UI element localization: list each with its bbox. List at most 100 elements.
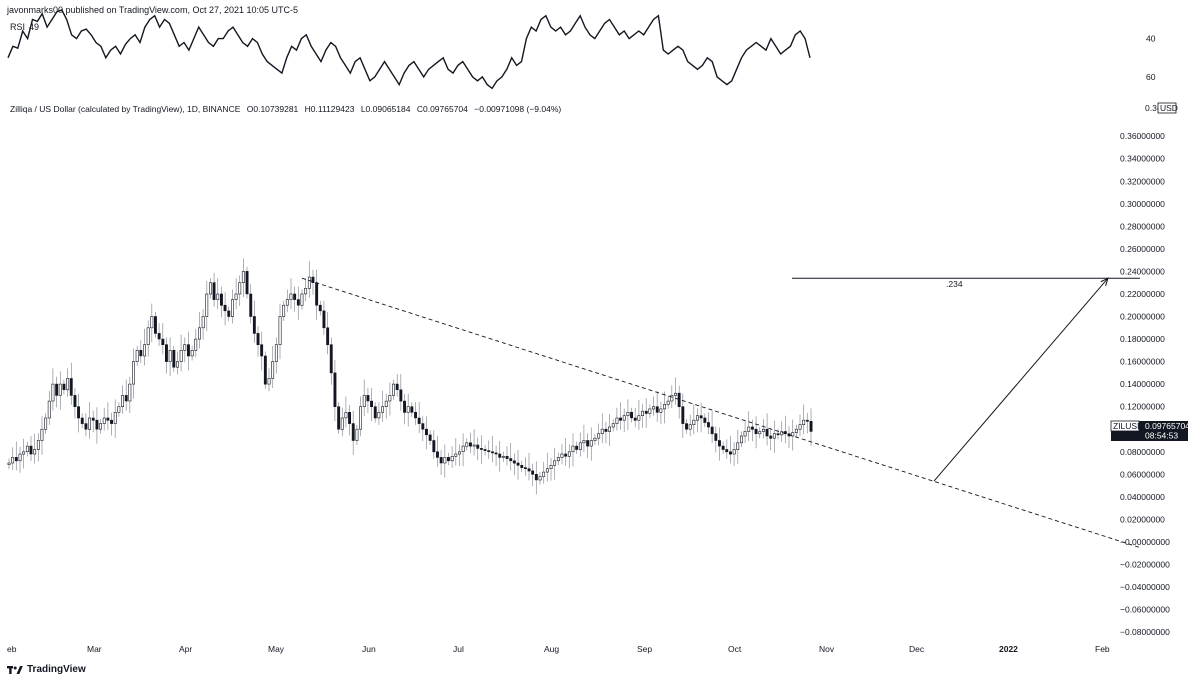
candle (289, 278, 293, 310)
candle (194, 328, 198, 358)
candle-body (241, 271, 245, 283)
candle (260, 331, 264, 371)
candle-body (36, 440, 40, 450)
candle-body (29, 445, 33, 455)
candle (608, 414, 612, 446)
rsi-name: RSI (10, 22, 26, 32)
candle-body (355, 428, 359, 441)
projection-arrow[interactable] (933, 277, 1109, 482)
candle (205, 281, 209, 331)
candle-body (263, 355, 267, 385)
legend-symbol: Zilliqa / US Dollar (calculated by Tradi… (10, 104, 241, 114)
candle (348, 405, 351, 436)
currency-badge[interactable] (1157, 102, 1177, 114)
candle (322, 300, 326, 335)
time-tick-label: Apr (179, 644, 192, 654)
time-tick-label: Aug (544, 644, 559, 654)
candle-body (271, 361, 275, 379)
candle (538, 472, 542, 485)
candle (692, 404, 696, 435)
legend-high: H0.11129423 (304, 104, 355, 114)
candle (36, 433, 40, 462)
candle-body (395, 383, 399, 391)
candle-body (249, 293, 253, 317)
candle-body (285, 299, 289, 306)
candle-body (124, 395, 128, 402)
candle (479, 435, 483, 464)
candle (124, 379, 128, 411)
price-tick-label: 0.22000000 (1120, 289, 1165, 299)
candle (468, 432, 472, 454)
candle-body (487, 450, 491, 453)
descending-trendline[interactable] (301, 277, 1141, 549)
legend-change: −0.00971098 (−9.04%) (474, 104, 562, 114)
candle (703, 413, 707, 427)
candle (685, 419, 689, 434)
candle (414, 402, 417, 425)
candle (461, 433, 465, 467)
candle (139, 340, 143, 363)
price-tick-label: 0.14000000 (1120, 379, 1165, 389)
tradingview-logo[interactable]: TradingView (7, 664, 86, 675)
candle (421, 416, 425, 442)
price-tick-label: 0.12000000 (1120, 402, 1165, 412)
candle (765, 413, 769, 446)
candle (721, 441, 725, 454)
candle-body (692, 419, 696, 426)
candle-body (296, 299, 300, 306)
candle-body (58, 383, 62, 396)
candle-body (88, 417, 92, 430)
candle (666, 396, 670, 409)
time-axis[interactable]: eb Mar Apr May Jun Jul Aug Sep Oct Nov Dec 2022 Feb (7, 644, 1110, 654)
candle (527, 452, 531, 481)
candle-body (337, 406, 341, 430)
price-axis[interactable]: 0.36000000 0.34000000 0.32000000 0.30000000… (1120, 131, 1170, 637)
candle-body (659, 408, 663, 413)
candle-body (575, 445, 579, 450)
candle (69, 362, 73, 405)
candle-body (238, 282, 242, 295)
candle (403, 393, 406, 425)
candle (483, 445, 487, 456)
candle (359, 396, 362, 437)
candle-body (780, 431, 784, 436)
candle (589, 427, 593, 461)
candle-body (150, 316, 154, 329)
candle-body (758, 431, 762, 435)
candle (337, 402, 341, 434)
candle-body (666, 400, 670, 405)
candle (11, 447, 15, 470)
candle (318, 300, 322, 316)
price-tick-label: 0.02000000 (1120, 514, 1165, 524)
candle (91, 410, 95, 433)
candle-body (55, 383, 59, 396)
candle-body (62, 383, 66, 391)
candle (231, 289, 234, 324)
candle-body (388, 395, 392, 402)
candle-body (706, 422, 710, 428)
candle-body (267, 378, 271, 385)
candle (285, 289, 289, 313)
candle-body (77, 406, 81, 419)
candle-body (414, 411, 417, 419)
currency-label[interactable]: USD (1160, 103, 1178, 113)
candle-body (300, 293, 304, 306)
candle-body (344, 411, 348, 419)
candle-body (47, 400, 51, 419)
projection-arrowhead (1100, 277, 1109, 286)
candle-body (714, 433, 718, 441)
candle (198, 312, 201, 349)
candle (7, 458, 11, 470)
candle (728, 436, 732, 464)
candle-body (7, 462, 11, 465)
candle-body (769, 435, 773, 439)
candle (370, 388, 373, 422)
candle (399, 374, 403, 411)
candle (384, 393, 388, 419)
candle-body (556, 457, 560, 462)
candle (44, 413, 48, 434)
candle (560, 443, 564, 465)
candle-body (366, 395, 370, 402)
rsi-value: 49 (29, 22, 40, 32)
